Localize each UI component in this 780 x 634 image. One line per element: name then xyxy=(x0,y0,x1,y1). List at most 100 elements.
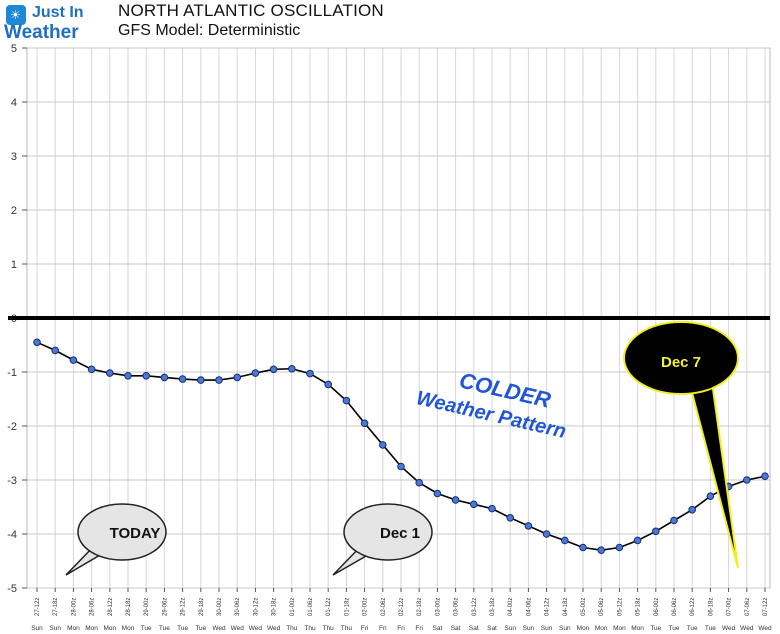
chart-subtitle: GFS Model: Deterministic xyxy=(118,22,301,39)
x-day-label: Sun xyxy=(504,625,516,632)
x-day-label: Fri xyxy=(361,625,369,632)
data-point xyxy=(288,364,296,373)
today-annotation: TODAY xyxy=(110,525,161,542)
data-point xyxy=(360,419,369,428)
x-tick-label: 05-12z xyxy=(617,598,623,616)
x-tick-label: 06-18z xyxy=(708,598,714,616)
weather-logo-icon: ☀ xyxy=(6,5,26,25)
data-point xyxy=(706,492,715,501)
just-in-weather-logo: ☀ Just In Weather xyxy=(2,2,114,43)
x-tick-label: 04-00z xyxy=(508,598,514,616)
data-point xyxy=(561,536,569,545)
data-point xyxy=(761,472,769,481)
x-tick-label: 06-12z xyxy=(690,598,696,616)
x-day-label: Sat xyxy=(469,625,479,632)
x-day-label: Mon xyxy=(613,625,626,632)
x-day-label: Sun xyxy=(541,625,553,632)
x-tick-label: 04-06z xyxy=(526,598,532,616)
data-point xyxy=(633,536,642,545)
data-point xyxy=(251,369,260,377)
x-tick-label: 03-00z xyxy=(435,598,441,616)
y-tick-label: -4 xyxy=(7,529,17,541)
y-tick-label: -1 xyxy=(7,367,17,379)
data-point xyxy=(269,365,278,374)
x-day-label: Wed xyxy=(267,625,281,632)
x-day-label: Tue xyxy=(705,625,716,632)
data-point xyxy=(652,527,660,536)
x-tick-label: 02-18z xyxy=(417,598,423,616)
x-tick-label: 30-00z xyxy=(217,598,223,616)
x-day-label: Sat xyxy=(451,625,461,632)
x-day-label: Fri xyxy=(397,625,405,632)
dec7-annotation: Dec 7 xyxy=(661,354,701,371)
x-day-label: Tue xyxy=(159,625,170,632)
x-tick-label: 27-12z xyxy=(35,598,41,616)
x-tick-label: 05-06z xyxy=(599,598,605,616)
x-tick-label: 07-00z xyxy=(727,598,733,616)
dec1-annotation: Dec 1 xyxy=(380,525,420,542)
x-tick-label: 01-12z xyxy=(326,598,332,616)
x-tick-label: 03-12z xyxy=(472,598,478,616)
x-tick-label: 01-06z xyxy=(308,598,314,616)
y-tick-label: -5 xyxy=(7,583,17,595)
x-day-label: Mon xyxy=(122,625,135,632)
x-tick-label: 30-12z xyxy=(253,598,259,616)
data-point xyxy=(306,369,314,378)
data-point xyxy=(233,373,241,382)
x-tick-label: 02-12z xyxy=(399,598,405,616)
x-day-label: Tue xyxy=(177,625,188,632)
y-tick-label: 1 xyxy=(11,259,17,271)
x-day-label: Sun xyxy=(49,625,61,632)
x-tick-label: 28-12z xyxy=(108,598,114,616)
x-tick-label: 05-00z xyxy=(581,598,587,616)
data-point xyxy=(160,373,169,382)
x-day-label: Mon xyxy=(85,625,98,632)
x-day-label: Mon xyxy=(595,625,608,632)
data-point xyxy=(397,462,405,471)
data-point xyxy=(215,376,223,384)
dec1-callout-seam xyxy=(359,542,381,549)
x-tick-label: 28-06z xyxy=(90,598,96,616)
x-tick-label: 27-18z xyxy=(53,598,59,616)
x-day-label: Mon xyxy=(67,625,80,632)
x-tick-label: 07-06z xyxy=(745,598,751,616)
x-day-label: Tue xyxy=(195,625,206,632)
x-day-label: Sun xyxy=(31,625,43,632)
data-point xyxy=(197,376,205,384)
today-callout-seam xyxy=(92,542,113,549)
x-day-label: Wed xyxy=(212,625,226,632)
data-point xyxy=(178,375,187,383)
x-day-label: Thu xyxy=(341,625,353,632)
dec7-callout-bubble xyxy=(623,321,739,395)
data-point xyxy=(379,441,387,449)
x-day-label: Mon xyxy=(577,625,590,632)
x-day-label: Wed xyxy=(231,625,245,632)
y-tick-label: 5 xyxy=(11,43,17,55)
data-point xyxy=(506,514,515,522)
x-tick-label: 28-00z xyxy=(71,598,77,616)
logo-text-line2: Weather xyxy=(4,22,79,43)
x-tick-label: 03-06z xyxy=(454,598,460,616)
y-tick-label: 3 xyxy=(11,151,17,163)
data-point xyxy=(324,380,333,389)
data-point xyxy=(542,530,551,538)
data-point xyxy=(743,476,751,484)
data-point xyxy=(488,504,496,513)
x-tick-label: 01-18z xyxy=(344,598,350,616)
y-tick-label: 2 xyxy=(11,205,17,217)
data-point xyxy=(524,522,533,530)
data-point xyxy=(142,371,150,380)
x-tick-label: 29-06z xyxy=(162,598,168,616)
data-point xyxy=(124,371,132,380)
data-point xyxy=(69,356,78,364)
data-point xyxy=(597,546,606,555)
x-day-label: Fri xyxy=(379,625,387,632)
x-tick-label: 30-18z xyxy=(272,598,278,616)
x-tick-label: 29-18z xyxy=(199,598,205,616)
y-tick-label: -3 xyxy=(7,475,17,487)
x-tick-label: 04-12z xyxy=(545,598,551,616)
x-day-label: Tue xyxy=(650,625,661,632)
data-point xyxy=(433,489,442,498)
chart-header: ☀ Just In Weather NORTH ATLANTIC OSCILLA… xyxy=(0,0,780,44)
